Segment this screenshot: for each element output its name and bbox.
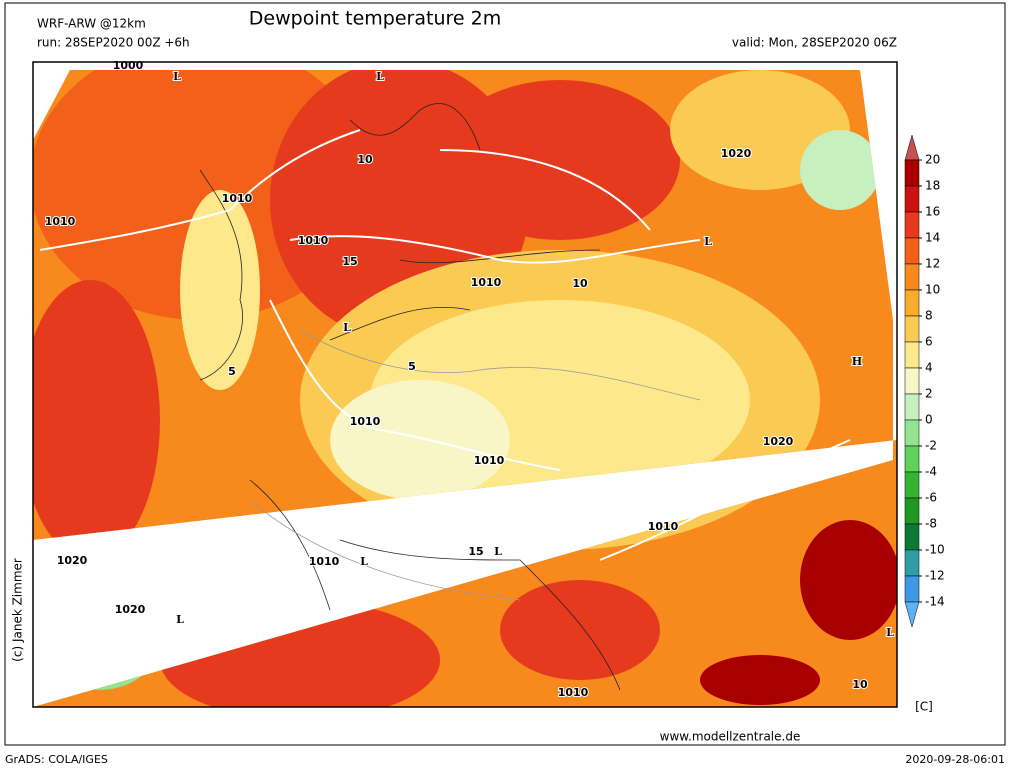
colorbar-segment <box>904 367 920 395</box>
colorbar-tick-label: 18 <box>925 179 940 193</box>
colorbar-tick-label: -2 <box>925 439 937 453</box>
map-label: 1020 <box>763 435 794 448</box>
colorbar-segment <box>904 263 920 291</box>
colorbar-segment <box>904 575 920 603</box>
map-label: 1010 <box>222 192 253 205</box>
colorbar-tick-label: 8 <box>925 309 933 323</box>
unit-label: [C] <box>915 700 933 714</box>
map-label: 1010 <box>648 520 679 533</box>
colorbar-tick-label: -8 <box>925 517 937 531</box>
colorbar-segment <box>904 393 920 421</box>
map-label: L <box>704 235 712 248</box>
valid-label: valid: Mon, 28SEP2020 06Z <box>732 36 897 50</box>
map-title: Dewpoint temperature 2m <box>249 8 501 30</box>
map-label: 1010 <box>45 215 76 228</box>
colorbar-tick-label: -12 <box>925 569 945 583</box>
run-label: run: 28SEP2020 00Z +6h <box>37 36 190 50</box>
map-label: 1020 <box>721 147 752 160</box>
field <box>33 70 897 707</box>
colorbar-tick-label: 16 <box>925 205 940 219</box>
colorbar-arrow-bottom <box>904 601 920 628</box>
colorbar-segment <box>904 289 920 317</box>
colorbar-tick-label: -6 <box>925 491 937 505</box>
colorbar-tick-label: 4 <box>925 361 933 375</box>
colorbar-tick-label: 2 <box>925 387 933 401</box>
map-frame <box>32 61 898 708</box>
map-label: 5 <box>408 360 416 373</box>
colorbar-segment <box>904 237 920 265</box>
map-label: L <box>173 70 181 83</box>
colorbar-tick-label: 10 <box>925 283 940 297</box>
software-label: GrADS: COLA/IGES <box>5 753 108 766</box>
map-label: 15 <box>342 255 357 268</box>
colorbar-tick-label: -10 <box>925 543 945 557</box>
map-label: 10 <box>357 153 373 166</box>
map-label: 10 <box>852 678 868 691</box>
isobars <box>39 129 851 621</box>
map-label: L <box>886 626 894 639</box>
map-label: 1010 <box>474 454 505 467</box>
colorbar-segment <box>904 211 920 239</box>
colorbar-tick-label: 12 <box>925 257 940 271</box>
map-label: 1020 <box>57 554 88 567</box>
colorbar-segment <box>904 523 920 551</box>
colorbar-tick-label: 6 <box>925 335 933 349</box>
map-label: 1010 <box>309 555 340 568</box>
coastlines <box>199 103 621 691</box>
colorbar-segment <box>904 497 920 525</box>
map-label: L <box>176 613 184 626</box>
colorbar-tick-label: 14 <box>925 231 940 245</box>
colorbar-segment <box>904 419 920 447</box>
colorbar-segment <box>904 549 920 577</box>
colorbar-segment <box>904 159 920 187</box>
map-label: 1010 <box>350 415 381 428</box>
colorbar-tick-label: 20 <box>925 153 940 167</box>
map-label: 15 <box>468 545 483 558</box>
colorbar-tick-label: 0 <box>925 413 933 427</box>
map-label: 1020 <box>115 603 146 616</box>
colorbar-segment <box>904 341 920 369</box>
map-label: L <box>343 321 351 334</box>
map-label: 10 <box>572 277 588 290</box>
colorbar-segment <box>904 445 920 473</box>
map-label: H <box>852 355 862 368</box>
map-label: L <box>360 555 368 568</box>
map-label: 1010 <box>471 276 502 289</box>
model-label: WRF-ARW @12km <box>37 17 146 31</box>
website: www.modellzentrale.de <box>660 730 801 744</box>
map-label: L <box>376 70 384 83</box>
map-label: 5 <box>228 365 236 378</box>
colorbar-tick-label: -14 <box>925 595 945 609</box>
map-label: L <box>494 545 502 558</box>
timestamp: 2020-09-28-06:01 <box>905 753 1005 766</box>
map-label: 1010 <box>558 686 589 699</box>
colorbar-segment <box>904 185 920 213</box>
colorbar-segment <box>904 471 920 499</box>
colorbar-tick-label: -4 <box>925 465 937 479</box>
map-label: 1000 <box>113 59 144 72</box>
colorbar-segment <box>904 315 920 343</box>
map-label: 1010 <box>298 234 329 247</box>
copyright: (c) Janek Zimmer <box>11 558 25 662</box>
